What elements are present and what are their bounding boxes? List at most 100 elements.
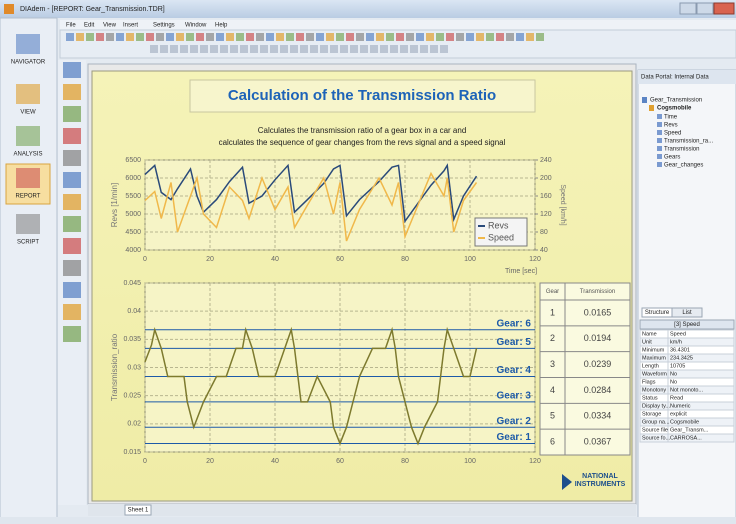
toolbar-button[interactable] bbox=[430, 45, 438, 53]
toolbar-button[interactable] bbox=[220, 45, 228, 53]
toolbar-button[interactable] bbox=[106, 33, 114, 41]
menu-item[interactable]: Settings bbox=[153, 23, 175, 29]
toolbar-button[interactable] bbox=[226, 33, 234, 41]
toolbar-button[interactable] bbox=[266, 33, 274, 41]
toolbar-button[interactable] bbox=[256, 33, 264, 41]
toolbar-button[interactable] bbox=[280, 45, 288, 53]
menu-item[interactable]: View bbox=[103, 23, 117, 29]
toolbar-button[interactable] bbox=[296, 33, 304, 41]
toolbar-button[interactable] bbox=[170, 45, 178, 53]
toolbar-button[interactable] bbox=[276, 33, 284, 41]
report-tool[interactable] bbox=[63, 128, 81, 144]
toolbar-button[interactable] bbox=[260, 45, 268, 53]
report-tool[interactable] bbox=[63, 172, 81, 188]
toolbar-button[interactable] bbox=[96, 33, 104, 41]
tree-channel[interactable]: Time bbox=[664, 115, 678, 121]
toolbar-button[interactable] bbox=[436, 33, 444, 41]
toolbar-button[interactable] bbox=[310, 45, 318, 53]
toolbar-button[interactable] bbox=[476, 33, 484, 41]
toolbar-button[interactable] bbox=[86, 33, 94, 41]
toolbar-button[interactable] bbox=[426, 33, 434, 41]
toolbar-button[interactable] bbox=[290, 45, 298, 53]
toolbar-button[interactable] bbox=[136, 33, 144, 41]
toolbar-button[interactable] bbox=[186, 33, 194, 41]
toolbar-button[interactable] bbox=[246, 33, 254, 41]
toolbar-button[interactable] bbox=[270, 45, 278, 53]
report-tool[interactable] bbox=[63, 216, 81, 232]
tree-channel[interactable]: Gear_changes bbox=[664, 163, 703, 169]
toolbar-button[interactable] bbox=[356, 33, 364, 41]
toolbar-button[interactable] bbox=[370, 45, 378, 53]
toolbar-button[interactable] bbox=[366, 33, 374, 41]
toolbar-button[interactable] bbox=[230, 45, 238, 53]
close-button[interactable] bbox=[714, 3, 734, 14]
maximize-button[interactable] bbox=[697, 3, 713, 14]
toolbar-button[interactable] bbox=[190, 45, 198, 53]
report-tool[interactable] bbox=[63, 150, 81, 166]
toolbar-button[interactable] bbox=[506, 33, 514, 41]
toolbar-button[interactable] bbox=[400, 45, 408, 53]
report-tool[interactable] bbox=[63, 282, 81, 298]
toolbar-button[interactable] bbox=[396, 33, 404, 41]
toolbar-button[interactable] bbox=[336, 33, 344, 41]
tree-channel[interactable]: Transmission bbox=[664, 147, 699, 153]
toolbar-button[interactable] bbox=[176, 33, 184, 41]
toolbar-button[interactable] bbox=[416, 33, 424, 41]
toolbar-button[interactable] bbox=[456, 33, 464, 41]
toolbar-button[interactable] bbox=[126, 33, 134, 41]
toolbar-button[interactable] bbox=[406, 33, 414, 41]
toolbar-button[interactable] bbox=[236, 33, 244, 41]
toolbar-button[interactable] bbox=[196, 33, 204, 41]
toolbar-button[interactable] bbox=[486, 33, 494, 41]
toolbar-button[interactable] bbox=[360, 45, 368, 53]
toolbar-button[interactable] bbox=[376, 33, 384, 41]
menu-item[interactable]: Edit bbox=[84, 23, 95, 29]
toolbar-button[interactable] bbox=[326, 33, 334, 41]
toolbar-button[interactable] bbox=[466, 33, 474, 41]
toolbar-button[interactable] bbox=[210, 45, 218, 53]
report-tool[interactable] bbox=[63, 238, 81, 254]
toolbar-button[interactable] bbox=[526, 33, 534, 41]
toolbar-button[interactable] bbox=[446, 33, 454, 41]
minimize-button[interactable] bbox=[680, 3, 696, 14]
tree-group[interactable]: Cogsmobile bbox=[657, 106, 692, 112]
tree-channel[interactable]: Transmission_ra... bbox=[664, 139, 713, 145]
report-tool[interactable] bbox=[63, 260, 81, 276]
toolbar-button[interactable] bbox=[166, 33, 174, 41]
toolbar-button[interactable] bbox=[410, 45, 418, 53]
toolbar-button[interactable] bbox=[380, 45, 388, 53]
toolbar-button[interactable] bbox=[390, 45, 398, 53]
toolbar-button[interactable] bbox=[316, 33, 324, 41]
toolbar-button[interactable] bbox=[240, 45, 248, 53]
report-tool[interactable] bbox=[63, 304, 81, 320]
toolbar-button[interactable] bbox=[180, 45, 188, 53]
toolbar-button[interactable] bbox=[386, 33, 394, 41]
report-tool[interactable] bbox=[63, 84, 81, 100]
toolbar-button[interactable] bbox=[300, 45, 308, 53]
toolbar-button[interactable] bbox=[346, 33, 354, 41]
toolbar-button[interactable] bbox=[440, 45, 448, 53]
menu-item[interactable]: Help bbox=[215, 23, 228, 29]
toolbar-button[interactable] bbox=[516, 33, 524, 41]
report-tool[interactable] bbox=[63, 62, 81, 78]
toolbar-button[interactable] bbox=[160, 45, 168, 53]
toolbar-button[interactable] bbox=[420, 45, 428, 53]
toolbar-button[interactable] bbox=[116, 33, 124, 41]
toolbar-button[interactable] bbox=[350, 45, 358, 53]
toolbar-button[interactable] bbox=[286, 33, 294, 41]
toolbar-button[interactable] bbox=[536, 33, 544, 41]
report-tool[interactable] bbox=[63, 326, 81, 342]
toolbar-button[interactable] bbox=[146, 33, 154, 41]
toolbar-button[interactable] bbox=[250, 45, 258, 53]
toolbar-button[interactable] bbox=[66, 33, 74, 41]
toolbar-button[interactable] bbox=[330, 45, 338, 53]
toolbar-button[interactable] bbox=[496, 33, 504, 41]
toolbar-button[interactable] bbox=[206, 33, 214, 41]
menu-item[interactable]: Window bbox=[185, 23, 207, 29]
toolbar-button[interactable] bbox=[150, 45, 158, 53]
tree-root[interactable]: Gear_Transmission bbox=[650, 98, 702, 104]
menu-item[interactable]: Insert bbox=[123, 23, 138, 29]
tree-channel[interactable]: Gears bbox=[664, 155, 680, 161]
toolbar-button[interactable] bbox=[216, 33, 224, 41]
toolbar-button[interactable] bbox=[156, 33, 164, 41]
